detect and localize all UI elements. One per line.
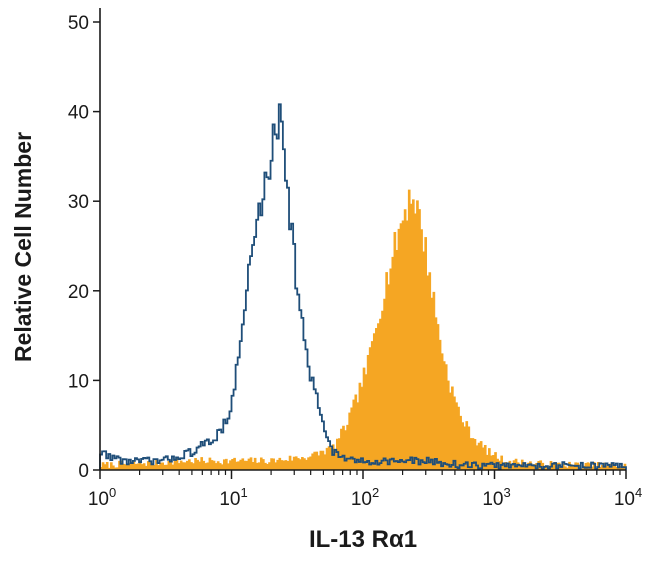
x-tick-label: 101 xyxy=(219,485,247,510)
x-tick-label: 100 xyxy=(88,485,116,510)
x-tick-label: 102 xyxy=(351,485,379,510)
y-tick-label: 50 xyxy=(68,13,89,34)
series-layer xyxy=(99,103,627,471)
ticks-layer: 0 10 20 30 40 50 100 101 102 103 104 xyxy=(68,13,642,510)
y-tick-label: 0 xyxy=(78,461,89,482)
y-tick-label: 30 xyxy=(68,192,89,213)
outline-histogram xyxy=(99,103,627,470)
y-tick-label: 20 xyxy=(68,282,89,303)
y-axis-title: Relative Cell Number xyxy=(10,132,36,362)
x-axis-title: IL-13 Rα1 xyxy=(309,526,417,553)
x-tick-label: 103 xyxy=(482,485,510,510)
filled-histogram xyxy=(99,189,627,471)
y-tick-label: 10 xyxy=(68,371,89,392)
x-tick-label: 104 xyxy=(614,485,642,510)
y-tick-label: 40 xyxy=(68,103,89,124)
